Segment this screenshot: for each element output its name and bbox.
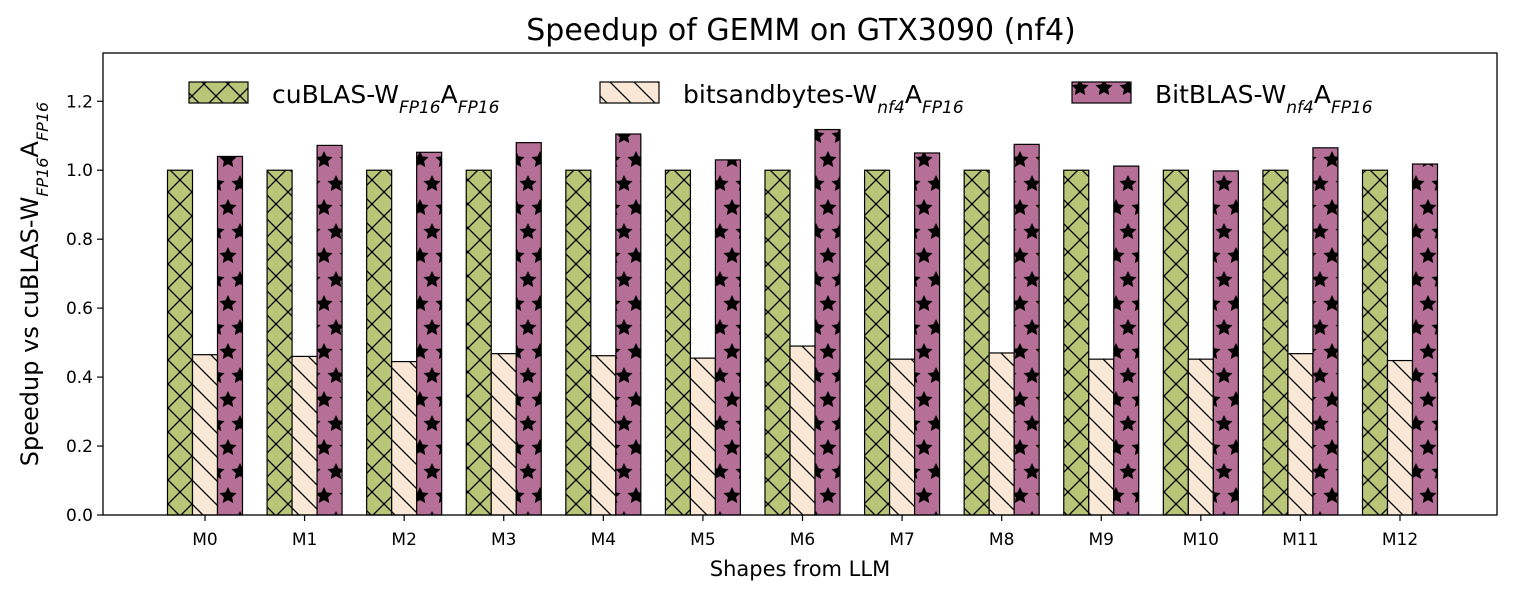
bar-bitsandbytes-wnf4afp16-m4: [590, 355, 617, 516]
bar-bitblas-wnf4afp16-m7: [913, 152, 941, 516]
bar-bitblas-wnf4afp16-m11: [1312, 147, 1339, 516]
y-tick-label: 1.2: [66, 92, 93, 112]
bar-bitblas-wnf4afp16-m0: [216, 155, 244, 516]
y-axis-label: Speedup vs cuBLAS-WFP16AFP16: [16, 102, 52, 466]
x-tick-label: M11: [1282, 530, 1318, 550]
bar-cublas-wfp16afp16-m2: [366, 169, 393, 516]
legend-item-bitsandbytes-wnf4afp16: bitsandbytes-Wnf4AFP16: [599, 80, 964, 118]
y-tick-label: 0.4: [66, 368, 93, 388]
bar-bitsandbytes-wnf4afp16-m3: [490, 353, 517, 516]
y-tick-label: 0.8: [66, 230, 93, 250]
bar-cublas-wfp16afp16-m0: [166, 169, 194, 516]
legend-label: bitsandbytes-Wnf4AFP16: [683, 80, 964, 118]
y-tick-label: 0.6: [66, 299, 93, 319]
x-tick-label: M3: [491, 530, 516, 550]
bar-bitsandbytes-wnf4afp16-m12: [1386, 359, 1414, 516]
x-tick-label: M10: [1183, 530, 1219, 550]
bar-bitblas-wnf4afp16-m2: [416, 151, 443, 516]
bar-bitblas-wnf4afp16-m6: [814, 128, 841, 516]
bar-cublas-wfp16afp16-m5: [664, 169, 692, 516]
y-axis: 0.0 0.2 0.4 0.6 0.8 1.0 1.2: [66, 92, 103, 526]
bar-cublas-wfp16afp16-m11: [1262, 169, 1289, 516]
x-tick-label: M4: [591, 530, 616, 550]
legend-item-bitblas-wnf4afp16: BitBLAS-Wnf4AFP16: [1071, 80, 1373, 118]
bar-bitsandbytes-wnf4afp16-m6: [789, 345, 816, 516]
bars-layer: [166, 128, 1439, 516]
bar-cublas-wfp16afp16-m8: [963, 169, 990, 516]
legend-label: cuBLAS-WFP16AFP16: [272, 80, 500, 118]
y-tick-label: 0.2: [66, 437, 93, 457]
bar-cublas-wfp16afp16-m6: [764, 169, 791, 516]
bar-bitblas-wnf4afp16-m4: [615, 133, 642, 516]
bar-bitblas-wnf4afp16-m8: [1013, 143, 1040, 516]
bar-cublas-wfp16afp16-m10: [1162, 169, 1189, 516]
bar-bitblas-wnf4afp16-m9: [1113, 165, 1140, 516]
series-bitblas-wnf4afp16: [216, 128, 1439, 516]
x-tick-label: M1: [292, 530, 317, 550]
bar-cublas-wfp16afp16-m9: [1063, 169, 1090, 516]
legend: cuBLAS-WFP16AFP16 bitsandbytes-Wnf4AFP16 B…: [188, 80, 1373, 118]
bar-bitsandbytes-wnf4afp16-m2: [391, 360, 418, 516]
bar-bitsandbytes-wnf4afp16-m10: [1187, 358, 1214, 516]
bar-bitblas-wnf4afp16-m3: [515, 142, 542, 516]
bar-bitsandbytes-wnf4afp16-m9: [1088, 358, 1115, 516]
bar-bitblas-wnf4afp16-m5: [714, 159, 742, 516]
bar-bitsandbytes-wnf4afp16-m1: [291, 355, 318, 516]
x-tick-label: M0: [192, 530, 217, 550]
x-tick-label: M2: [391, 530, 416, 550]
x-tick-label: M7: [889, 530, 914, 550]
bar-bitblas-wnf4afp16-m1: [316, 144, 343, 516]
bar-bitsandbytes-wnf4afp16-m11: [1287, 353, 1314, 516]
series-cublas-wfp16afp16: [166, 169, 1389, 516]
x-tick-label: M9: [1089, 530, 1114, 550]
bar-bitblas-wnf4afp16-m12: [1411, 163, 1439, 516]
bar-bitblas-wnf4afp16-m10: [1212, 170, 1239, 516]
x-axis: M0 M1 M2 M3 M4 M5 M6 M7 M8 M9 M10 M11 M12: [192, 515, 1418, 550]
y-tick-label: 1.0: [66, 161, 93, 181]
x-tick-label: M6: [790, 530, 815, 550]
x-tick-label: M8: [989, 530, 1014, 550]
bar-cublas-wfp16afp16-m3: [465, 169, 492, 516]
series-bitsandbytes-wnf4afp16: [191, 345, 1414, 516]
bar-cublas-wfp16afp16-m12: [1361, 169, 1389, 516]
legend-label: BitBLAS-Wnf4AFP16: [1155, 80, 1373, 118]
bar-cublas-wfp16afp16-m7: [863, 169, 891, 516]
bar-cublas-wfp16afp16-m4: [565, 169, 592, 516]
bar-cublas-wfp16afp16-m1: [266, 169, 293, 516]
x-axis-label: Shapes from LLM: [710, 557, 890, 581]
chart-title: Speedup of GEMM on GTX3090 (nf4): [526, 13, 1076, 48]
bar-bitsandbytes-wnf4afp16-m0: [191, 354, 219, 516]
bar-bitsandbytes-wnf4afp16-m8: [988, 352, 1015, 516]
y-tick-label: 0.0: [66, 506, 93, 526]
legend-item-cublas-wfp16afp16: cuBLAS-WFP16AFP16: [188, 80, 500, 118]
x-tick-label: M5: [690, 530, 715, 550]
plot-frame: [102, 52, 1498, 516]
bar-bitsandbytes-wnf4afp16-m5: [689, 357, 717, 516]
x-tick-label: M12: [1382, 530, 1418, 550]
bar-bitsandbytes-wnf4afp16-m7: [888, 358, 916, 516]
